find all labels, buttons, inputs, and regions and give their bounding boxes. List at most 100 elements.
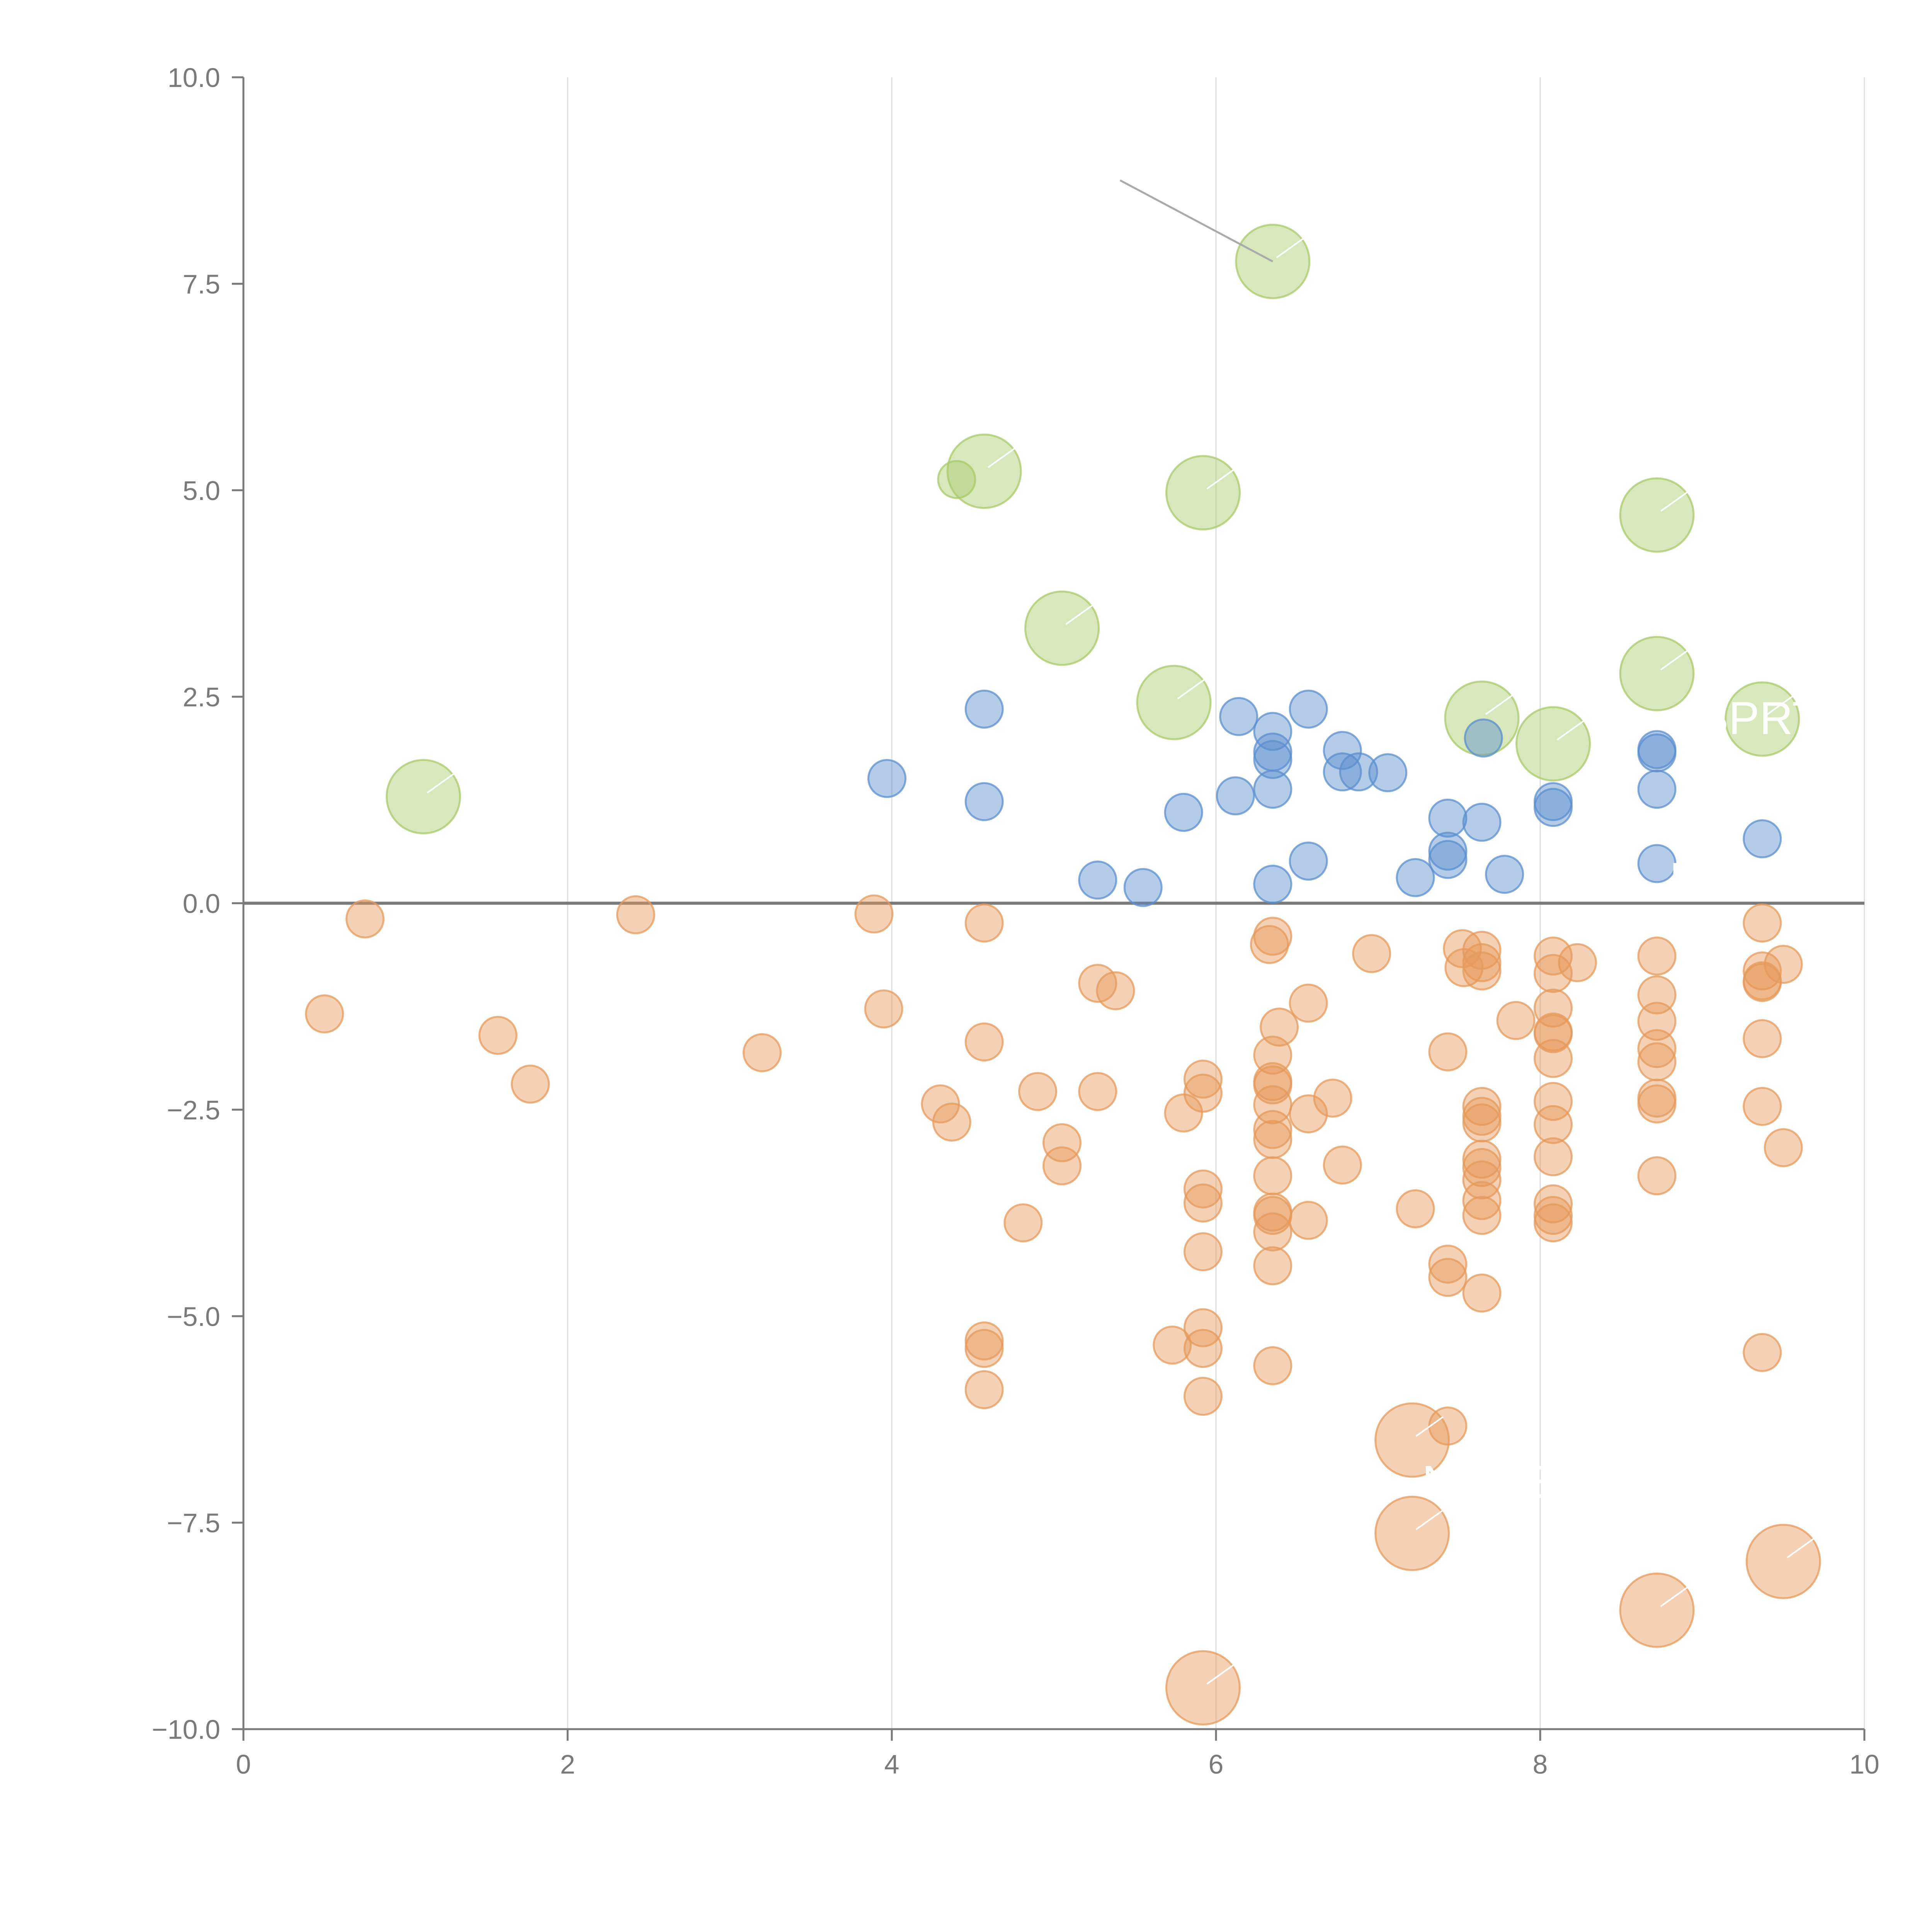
data-point (1183, 1169, 1223, 1209)
data-point (1534, 1137, 1573, 1177)
data-point (1253, 1212, 1293, 1252)
data-point (1637, 770, 1677, 809)
tick-labels: 0 2 4 6 8 10 −10.0 −7.5 −5.0 −2.5 0.0 2.5 5.0 7.5 10.0 (152, 63, 1879, 1779)
y-tick-label: 2.5 (183, 682, 220, 712)
data-point (1096, 971, 1135, 1010)
y-tick-label: 5.0 (183, 476, 220, 506)
data-point (932, 1102, 971, 1142)
data-point (1637, 844, 1677, 883)
leader-line (1787, 1537, 1815, 1558)
data-point (1743, 819, 1782, 859)
data-point (1637, 1156, 1677, 1196)
axes (232, 76, 1866, 1741)
data-point (1462, 1139, 1502, 1179)
data-point (1024, 590, 1100, 666)
data-point (1743, 1087, 1782, 1126)
data-point (1534, 954, 1573, 993)
data-point (1289, 1094, 1328, 1134)
data-point (1313, 1078, 1352, 1118)
data-point (1637, 1084, 1677, 1124)
data-point (386, 759, 461, 835)
data-point (1374, 1495, 1450, 1571)
leader-line (1206, 469, 1235, 490)
data-point (1253, 864, 1293, 904)
data-point (1619, 636, 1695, 711)
data-point (1003, 1203, 1043, 1243)
data-point (1289, 841, 1328, 881)
data-point (1619, 1572, 1695, 1648)
data-point (964, 689, 1004, 729)
data-point (1164, 793, 1203, 832)
data-point (964, 1022, 1004, 1062)
data-point (964, 782, 1004, 821)
data-point (1558, 943, 1597, 982)
x-tick-label: 10 (1849, 1749, 1879, 1779)
data-point (1368, 753, 1408, 793)
data-point (1253, 770, 1293, 809)
x-tick-label: 2 (560, 1749, 575, 1779)
data-point (1619, 477, 1695, 553)
data-point (1165, 455, 1241, 531)
data-point (305, 994, 344, 1034)
leader-line (1276, 238, 1304, 259)
annotations: SPRT NDX NWBE (1422, 692, 1820, 1508)
data-point (1428, 1258, 1468, 1297)
data-point (1289, 1201, 1328, 1240)
data-point (1534, 1203, 1573, 1243)
data-point (1042, 1123, 1082, 1162)
data-point (1428, 798, 1468, 838)
y-tick-label: 7.5 (183, 269, 220, 299)
data-point (1042, 1146, 1082, 1185)
x-tick-label: 6 (1209, 1749, 1224, 1779)
data-point (854, 894, 894, 934)
data-point (1183, 1308, 1223, 1347)
data-point (1462, 1087, 1502, 1126)
leader-line (1415, 1509, 1444, 1531)
leader-line (1660, 491, 1689, 512)
data-point (1496, 1001, 1536, 1040)
data-point (1637, 936, 1677, 976)
data-point (1462, 951, 1502, 991)
data-point (1485, 855, 1524, 894)
data-point (1637, 1002, 1677, 1041)
data-point (1253, 1156, 1293, 1196)
label-leader-lines (427, 179, 1815, 1685)
data-point (1534, 1039, 1573, 1078)
data-point (1183, 1329, 1223, 1368)
data-point (1428, 832, 1468, 871)
data-point (921, 1084, 960, 1124)
leader-line (1065, 604, 1094, 625)
data-point (1183, 1232, 1223, 1272)
leader-line (987, 447, 1016, 468)
data-point (1745, 1524, 1821, 1599)
data-point (1637, 1042, 1677, 1082)
data-point (1289, 689, 1328, 729)
data-point (1462, 1103, 1502, 1143)
data-point (1462, 1160, 1502, 1200)
y-tick-label: −2.5 (167, 1095, 220, 1125)
data-point (1515, 706, 1591, 782)
data-point (616, 895, 655, 934)
data-point (1428, 1032, 1468, 1071)
data-point (1253, 740, 1293, 779)
data-point (1462, 1181, 1502, 1220)
data-point (1462, 1148, 1502, 1187)
data-point (1444, 680, 1520, 756)
data-point (937, 460, 976, 499)
data-point (1374, 1402, 1450, 1478)
data-point (1216, 776, 1255, 816)
data-point (1462, 803, 1502, 842)
data-point (1462, 1196, 1502, 1235)
data-point (1743, 1333, 1782, 1372)
data-point (478, 1016, 518, 1055)
leader-line (1660, 1586, 1689, 1607)
annotation-label: NWBE (1422, 1456, 1561, 1508)
data-point (1136, 665, 1212, 740)
data-point (345, 899, 385, 939)
data-point (1464, 718, 1503, 758)
data-point (1078, 1072, 1117, 1111)
data-point (1250, 925, 1289, 964)
data-point (1323, 731, 1362, 770)
leader-line (1556, 720, 1585, 741)
